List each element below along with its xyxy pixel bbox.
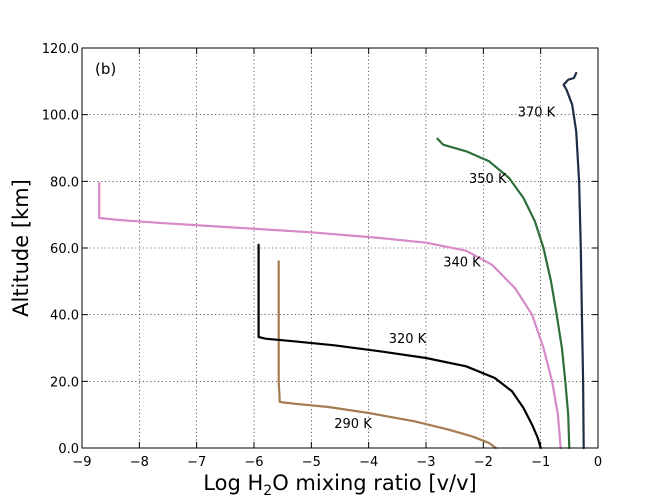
y-tick-label: 60.0 xyxy=(50,242,79,257)
x-tick-label: −1 xyxy=(531,455,550,470)
series-line-340-k xyxy=(98,181,562,450)
x-axis-title-prefix: Log H xyxy=(203,471,263,495)
x-tick-label: 0 xyxy=(594,455,602,470)
x-axis-title: Log H2O mixing ratio [v/v] xyxy=(203,471,476,498)
panel-label: (b) xyxy=(95,60,116,78)
series-label-340-k: 340 K xyxy=(443,255,481,270)
y-tick-label: 80.0 xyxy=(50,175,79,190)
x-tick-label: −8 xyxy=(130,455,149,470)
series-label-370-k: 370 K xyxy=(518,105,556,120)
x-tick-label: −2 xyxy=(474,455,493,470)
x-tick-label: −3 xyxy=(416,455,435,470)
x-tick-label: −9 xyxy=(72,455,91,470)
series-line-320-k xyxy=(257,243,542,450)
y-tick-label: 100.0 xyxy=(42,109,79,124)
series-line-370-k xyxy=(562,71,585,450)
series-labels: 290 K 320 K 340 K 350 K 370 K xyxy=(334,105,555,432)
x-axis-title-suffix: O mixing ratio [v/v] xyxy=(272,471,476,495)
series-line-350-k xyxy=(436,137,571,450)
series-label-290-k: 290 K xyxy=(334,417,372,432)
series-label-320-k: 320 K xyxy=(389,332,427,347)
x-tick-label: −4 xyxy=(359,455,378,470)
series-line-290-k xyxy=(277,260,497,450)
x-tick-label: −6 xyxy=(244,455,263,470)
series-label-350-k: 350 K xyxy=(469,172,507,187)
y-tick-label: 0.0 xyxy=(58,442,79,457)
y-axis-title: Altitude [km] xyxy=(9,179,33,317)
axis-ticks: −9 −8 −7 −6 −5 −4 −3 −2 −1 0 0.0 20.0 40.0 60.0 80.0 10… xyxy=(42,42,602,470)
y-tick-label: 40.0 xyxy=(50,309,79,324)
y-tick-label: 20.0 xyxy=(50,375,79,390)
data-series xyxy=(98,71,585,450)
x-tick-label: −7 xyxy=(187,455,206,470)
x-tick-label: −5 xyxy=(302,455,321,470)
x-axis-title-subscript: 2 xyxy=(263,483,272,498)
y-tick-label: 120.0 xyxy=(42,42,79,57)
